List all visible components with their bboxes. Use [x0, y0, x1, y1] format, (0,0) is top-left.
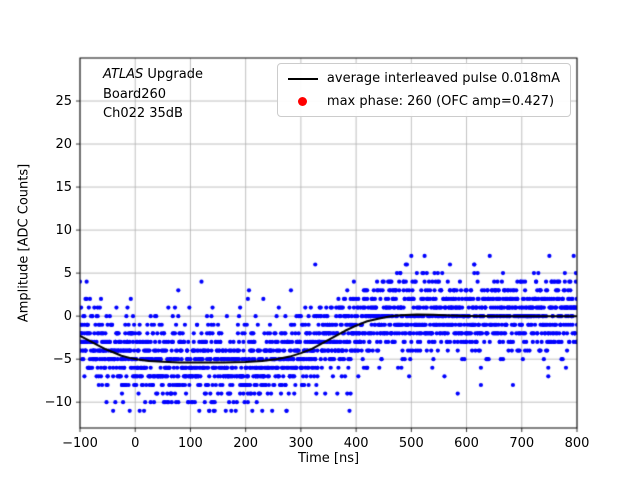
legend-entry-average-pulse: average interleaved pulse 0.018mA [287, 71, 560, 86]
y-tick-label: 15 [55, 180, 72, 196]
y-tick-label: −10 [44, 395, 72, 411]
x-tick-label: 700 [509, 436, 535, 451]
legend: average interleaved pulse 0.018mA max ph… [276, 63, 571, 117]
legend-entry-max-phase: max phase: 260 (OFC amp=0.427) [288, 94, 560, 109]
y-tick-label: 20 [55, 137, 72, 153]
x-tick-label: 200 [233, 436, 259, 451]
y-tick-label: 0 [63, 309, 72, 325]
x-tick-label: 0 [131, 436, 140, 451]
annotation-line-3: Ch022 35dB [103, 106, 183, 121]
line-swatch-icon [287, 77, 318, 80]
annotation-line1-rest: Upgrade [143, 67, 203, 82]
annotation-line-1: ATLAS Upgrade [103, 65, 203, 85]
legend-label: average interleaved pulse 0.018mA [326, 71, 560, 86]
y-tick-label: 5 [63, 266, 72, 282]
y-tick-label: −5 [52, 352, 72, 368]
annotation-line-2: Board260 [103, 86, 167, 102]
x-tick-label: 400 [343, 436, 369, 451]
y-tick-label: 10 [55, 223, 72, 239]
x-tick-label: 100 [178, 436, 203, 451]
legend-swatch [288, 97, 318, 106]
x-tick-label: 800 [564, 436, 590, 451]
plot-annotation: ATLAS Upgrade Board260 Ch022 35dB [103, 65, 203, 124]
y-tick-label: 25 [55, 94, 72, 110]
x-tick-label: −100 [62, 436, 98, 451]
x-tick-label: 300 [288, 436, 314, 451]
legend-label: max phase: 260 (OFC amp=0.427) [326, 94, 555, 109]
x-tick-label: 500 [398, 436, 424, 451]
annotation-brand: ATLAS [103, 67, 144, 82]
x-axis-label: Time [ns] [297, 451, 360, 466]
legend-swatch [287, 77, 318, 80]
dot-swatch-icon [298, 97, 308, 106]
x-tick-label: 600 [454, 436, 479, 451]
